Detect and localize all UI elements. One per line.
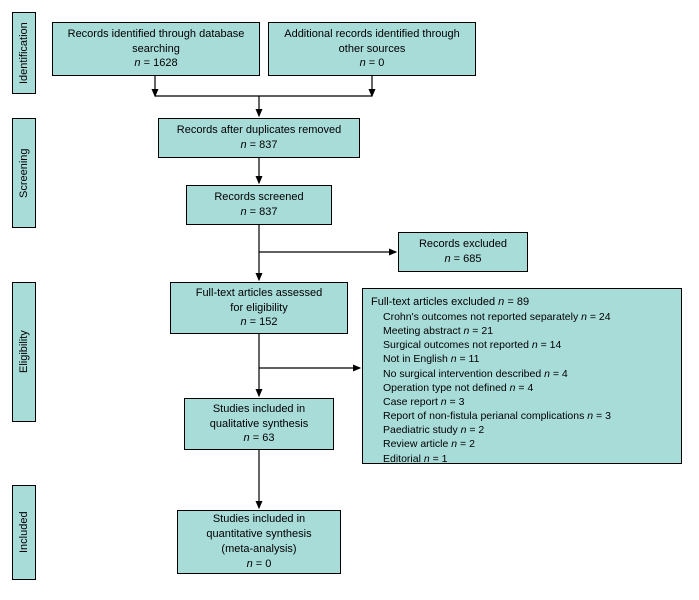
node-text: Records after duplicates removed bbox=[177, 123, 341, 138]
node-text: searching bbox=[132, 42, 180, 57]
node-db-search: Records identified through database sear… bbox=[52, 22, 260, 76]
stage-label-text: Included bbox=[18, 512, 30, 554]
excluded-reasons-list: Crohn's outcomes not reported separately… bbox=[371, 310, 611, 466]
node-screened: Records screened n = 837 bbox=[186, 185, 332, 225]
node-qualitative: Studies included in qualitative synthesi… bbox=[184, 398, 334, 450]
excluded-reason: Report of non-fistula perianal complicat… bbox=[371, 409, 611, 423]
stage-label-text: Eligibility bbox=[18, 331, 30, 374]
excluded-reason: Editorial n = 1 bbox=[371, 452, 611, 466]
node-text: for eligibility bbox=[230, 301, 287, 316]
node-text: Studies included in bbox=[213, 402, 305, 417]
excluded-reason: No surgical intervention described n = 4 bbox=[371, 367, 611, 381]
stage-included: Included bbox=[12, 485, 36, 580]
excluded-reason: Case report n = 3 bbox=[371, 395, 611, 409]
node-n: n = 685 bbox=[444, 252, 481, 267]
node-excluded-screening: Records excluded n = 685 bbox=[398, 232, 528, 272]
node-text: qualitative synthesis bbox=[210, 417, 308, 432]
node-text: Full-text articles assessed bbox=[196, 286, 323, 301]
node-text: Additional records identified through bbox=[284, 27, 460, 42]
node-text: quantitative synthesis bbox=[206, 527, 311, 542]
node-n: n = 0 bbox=[360, 56, 385, 71]
node-after-duplicates: Records after duplicates removed n = 837 bbox=[158, 118, 360, 158]
excluded-reason: Paediatric study n = 2 bbox=[371, 423, 611, 437]
excluded-reason: Not in English n = 11 bbox=[371, 352, 611, 366]
node-text: Studies included in bbox=[213, 512, 305, 527]
excluded-reason: Review article n = 2 bbox=[371, 437, 611, 451]
node-text: Records identified through database bbox=[68, 27, 245, 42]
excluded-reason: Surgical outcomes not reported n = 14 bbox=[371, 338, 611, 352]
node-text: Records screened bbox=[214, 190, 303, 205]
node-n: n = 837 bbox=[240, 138, 277, 153]
node-n: n = 1628 bbox=[134, 56, 177, 71]
stage-label-text: Screening bbox=[18, 148, 30, 198]
node-text: (meta-analysis) bbox=[221, 542, 296, 557]
excluded-title: Full-text articles excluded n = 89 bbox=[371, 295, 529, 310]
node-fulltext-excluded: Full-text articles excluded n = 89 Crohn… bbox=[362, 288, 682, 464]
stage-label-text: Identification bbox=[18, 22, 30, 84]
node-n: n = 63 bbox=[244, 431, 275, 446]
node-text: Records excluded bbox=[419, 237, 507, 252]
node-n: n = 0 bbox=[247, 557, 272, 572]
stage-eligibility: Eligibility bbox=[12, 282, 36, 422]
stage-identification: Identification bbox=[12, 12, 36, 94]
node-text: other sources bbox=[339, 42, 406, 57]
excluded-reason: Crohn's outcomes not reported separately… bbox=[371, 310, 611, 324]
node-quantitative: Studies included in quantitative synthes… bbox=[177, 510, 341, 574]
node-n: n = 837 bbox=[240, 205, 277, 220]
excluded-reason: Meeting abstract n = 21 bbox=[371, 324, 611, 338]
stage-screening: Screening bbox=[12, 118, 36, 228]
node-n: n = 152 bbox=[240, 315, 277, 330]
node-other-sources: Additional records identified through ot… bbox=[268, 22, 476, 76]
excluded-reason: Operation type not defined n = 4 bbox=[371, 381, 611, 395]
node-fulltext-assessed: Full-text articles assessed for eligibil… bbox=[170, 282, 348, 334]
